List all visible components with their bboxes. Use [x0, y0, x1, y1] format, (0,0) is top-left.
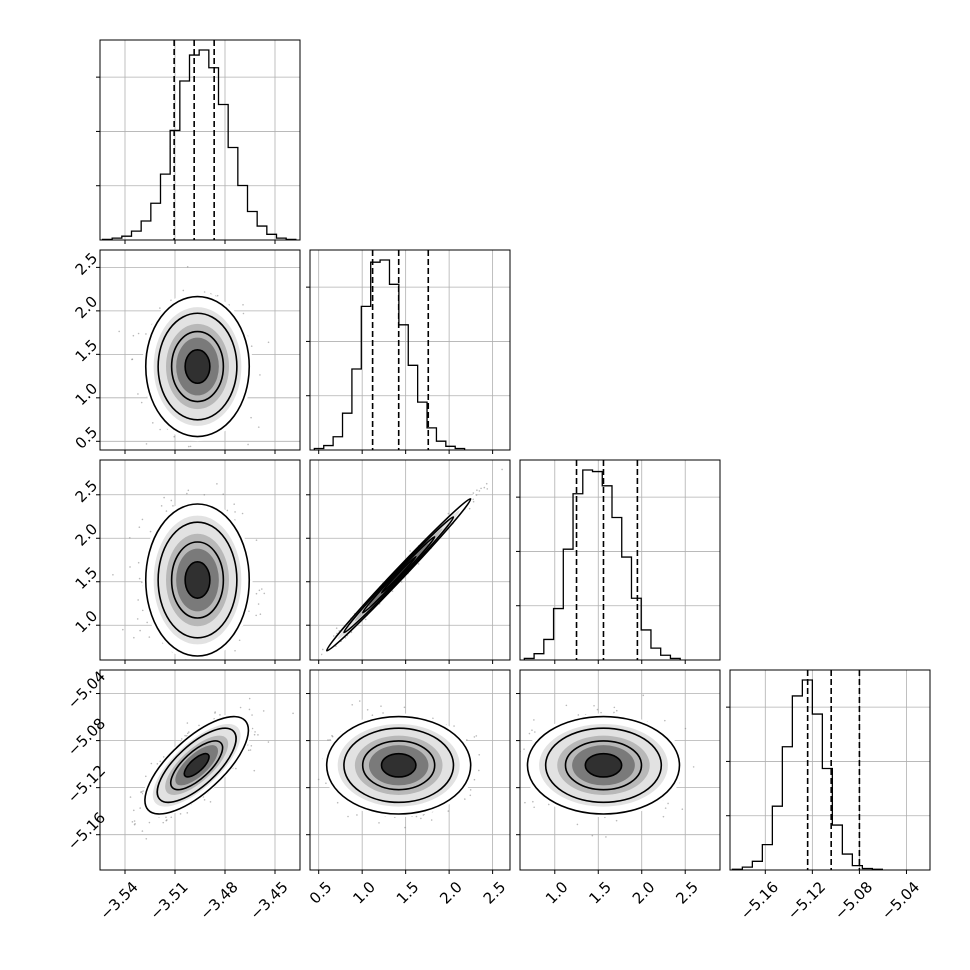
axes-frame	[519, 669, 721, 871]
density-band	[185, 561, 210, 599]
histogram-panel: −5.16 −5.12 −5.08 −5.04	[726, 669, 931, 923]
density-band	[585, 753, 622, 777]
axes-frame	[99, 39, 301, 241]
density-layer	[129, 697, 294, 840]
histogram-panel	[306, 249, 511, 454]
axes-frame	[309, 249, 511, 451]
x-tick-label: 1.0	[542, 878, 572, 908]
contour-line	[325, 715, 472, 815]
y-tick-label: 1.5	[72, 563, 102, 593]
x-tick-label: −3.54	[97, 878, 142, 923]
histogram-panel	[516, 459, 721, 664]
contour-line	[144, 295, 251, 438]
contour-line	[343, 516, 455, 634]
contour-line	[380, 555, 417, 594]
histogram-panel	[96, 39, 301, 244]
density-band	[381, 556, 416, 593]
contour-line	[183, 752, 210, 778]
x-tick-label: 2.0	[629, 878, 659, 908]
axes-frame	[309, 459, 511, 661]
density-layer	[317, 700, 481, 829]
y-tick-label: 2.0	[72, 293, 102, 323]
x-tick-label: 2.0	[436, 878, 466, 908]
y-tick-label: 2.5	[72, 476, 102, 506]
x-tick-label: −3.48	[197, 878, 242, 923]
joint-panel: −3.54 −3.51 −3.48 −3.45 −5.16−5.12−5.08−5.04	[64, 667, 301, 923]
y-tick-label: 2.0	[72, 520, 102, 550]
x-tick-label: 0.5	[306, 878, 336, 908]
y-tick-label: 1.0	[72, 607, 102, 637]
contour-line	[380, 752, 417, 778]
y-tick-label: 2.5	[72, 249, 102, 279]
contour-line	[170, 541, 225, 619]
axes-frame	[99, 669, 301, 871]
axes-frame	[519, 459, 721, 661]
y-tick-label: −5.16	[64, 809, 109, 854]
density-layer	[118, 266, 270, 448]
axes-frame	[99, 249, 301, 451]
x-tick-label: 2.5	[480, 878, 510, 908]
y-tick-label: 1.5	[72, 336, 102, 366]
joint-panel	[306, 459, 511, 664]
x-tick-label: 2.5	[672, 878, 702, 908]
contour-line	[169, 740, 224, 791]
density-layer	[520, 694, 695, 838]
joint-panel: 1.0 1.5 2.0 2.5	[72, 459, 301, 664]
contour-line	[157, 312, 238, 421]
x-tick-label: −5.16	[737, 878, 782, 923]
y-tick-label: −5.12	[64, 761, 109, 806]
joint-panel: 1.0 1.5 2.0 2.5	[516, 669, 721, 908]
density-layer	[112, 483, 266, 660]
axes-frame	[309, 669, 511, 871]
x-tick-label: −5.12	[784, 878, 829, 923]
density-band	[381, 753, 416, 777]
density-band	[185, 349, 210, 384]
contour-line	[526, 715, 681, 815]
histogram-step	[101, 49, 297, 241]
x-tick-label: −3.51	[147, 878, 192, 923]
contour-line	[156, 727, 237, 804]
contour-line	[564, 740, 643, 791]
x-tick-label: 1.5	[393, 878, 423, 908]
axes-frame	[99, 459, 301, 661]
contour-line	[184, 348, 211, 385]
joint-panel: 0.5 1.0 1.5 2.0 2.5	[306, 669, 511, 908]
y-tick-label: 0.5	[72, 423, 102, 453]
contour-line	[144, 503, 251, 657]
contour-line	[325, 497, 472, 652]
contour-line	[184, 561, 211, 599]
density-layer	[321, 468, 503, 656]
y-tick-label: 1.0	[72, 379, 102, 409]
contour-line	[144, 715, 250, 815]
contour-line	[343, 727, 455, 804]
histogram-step	[313, 259, 466, 450]
contour-line	[157, 521, 238, 639]
x-tick-label: 1.5	[585, 878, 615, 908]
joint-panel: 0.5 1.0 1.5 2.0 2.5	[72, 249, 301, 454]
contour-line	[584, 752, 623, 778]
y-tick-label: −5.04	[64, 667, 109, 712]
contour-line	[544, 727, 663, 804]
axes-frame	[729, 669, 931, 871]
contour-line	[361, 535, 436, 614]
contour-line	[361, 740, 436, 791]
x-tick-label: −3.45	[247, 878, 292, 923]
density-band	[184, 753, 210, 777]
y-tick-label: −5.08	[64, 714, 109, 759]
histogram-step	[523, 469, 681, 660]
x-tick-label: −5.08	[831, 878, 876, 923]
x-tick-label: −5.04	[878, 878, 923, 923]
x-tick-label: 1.0	[349, 878, 379, 908]
contour-line	[170, 330, 225, 403]
